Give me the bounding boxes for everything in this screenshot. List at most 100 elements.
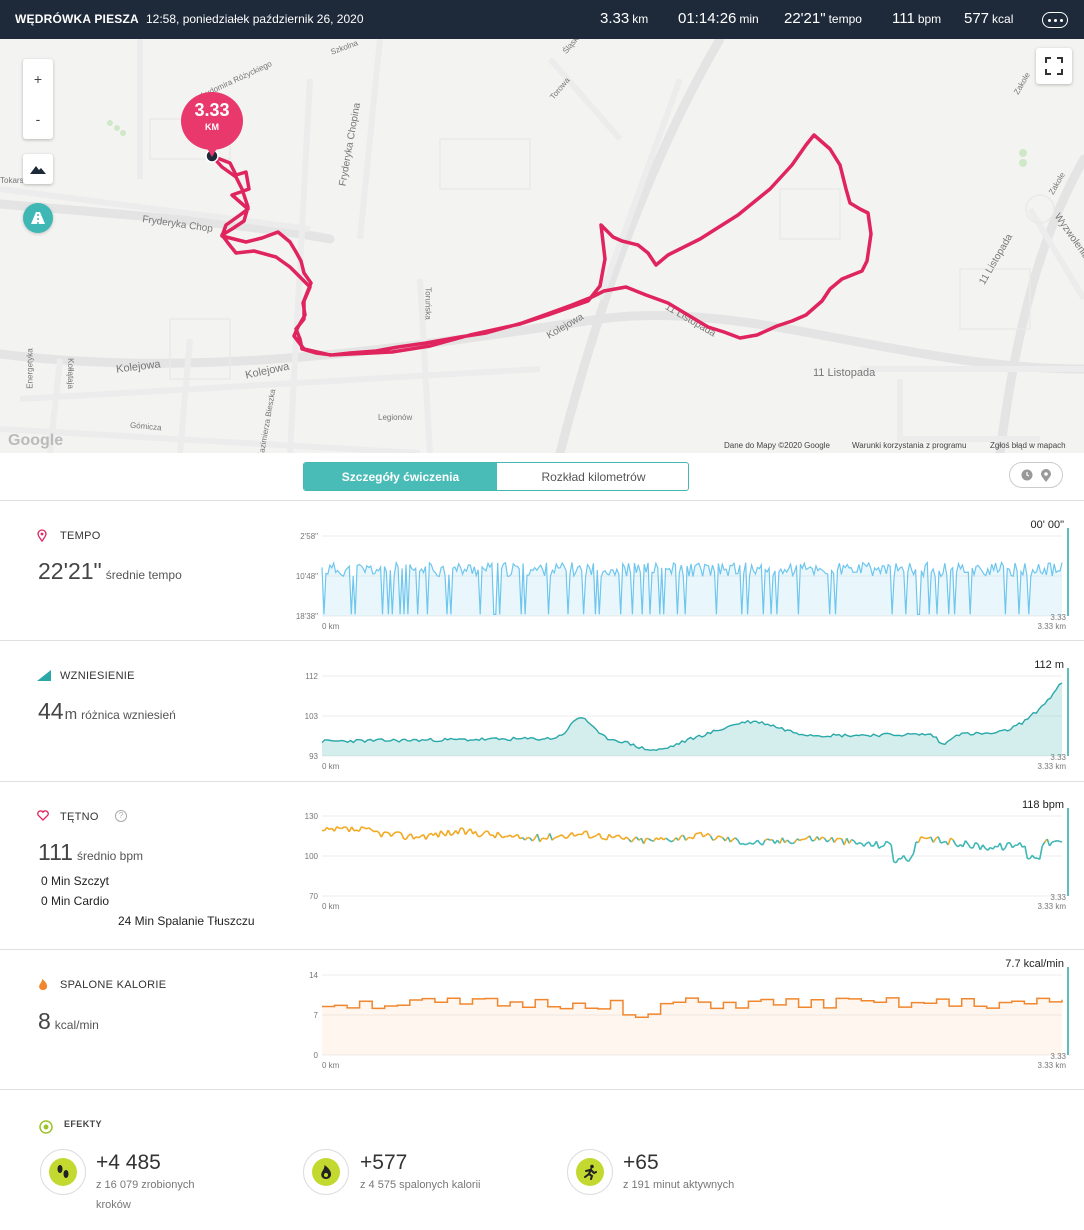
heart-rate-segment (630, 838, 635, 843)
heart-rate-segment (464, 830, 469, 836)
steps-badge (40, 1149, 86, 1195)
heart-rate-segment (747, 842, 751, 845)
heart-rate-segment (356, 829, 360, 833)
y-tick-label: 14 (309, 971, 318, 980)
heart-rate-segment (804, 837, 808, 840)
heart-rate-segment (727, 836, 732, 843)
heart-rate-segment (531, 837, 536, 842)
map-streets (0, 39, 1084, 453)
elevation-line (321, 682, 1063, 752)
location-pin-icon (37, 529, 47, 542)
heart-rate-segment (808, 835, 813, 842)
y-tick-label: 130 (305, 812, 319, 821)
heart-rate-segment (561, 834, 566, 839)
route-toggle-button[interactable] (23, 203, 53, 233)
heart-rate-segment (1011, 844, 1016, 849)
clock-icon[interactable] (1021, 469, 1033, 481)
heart-rate-segment (329, 827, 333, 831)
fullscreen-button[interactable] (1036, 48, 1072, 84)
heart-rate-segment (871, 844, 875, 847)
heart-rate-segment (440, 830, 444, 835)
heart-rate-segment (888, 842, 892, 846)
terms-link[interactable]: Warunki korzystania z programu (852, 441, 967, 450)
zone-fat-burn: 24 Min Spalanie Tłuszczu (118, 914, 255, 928)
google-logo: Google (8, 432, 64, 449)
km-marker-label: 3.33 (1050, 1052, 1066, 1061)
heart-rate-segment (544, 837, 548, 840)
heart-rate-segment (767, 838, 771, 841)
tab-exercise-details[interactable]: Szczegóły ćwiczenia (304, 463, 497, 490)
flame-icon (321, 1165, 332, 1179)
heart-rate-segment (658, 836, 662, 841)
tab-km-splits[interactable]: Rozkład kilometrów (541, 469, 646, 484)
heart-rate-segment (437, 830, 442, 838)
heart-rate-segment (548, 833, 553, 841)
heart-rate-segment (878, 845, 882, 849)
street-label: Legionów (378, 413, 413, 422)
tempo-current-value: 00' 00" (1030, 519, 1064, 531)
calories-line (322, 997, 1063, 1018)
y-tick-label: 112 (305, 672, 318, 681)
heart-rate-segment (398, 831, 402, 834)
calories-chart[interactable]: 14 7 00 km 3.33 km3.33 (290, 967, 1080, 1079)
heart-rate-segment (613, 835, 617, 838)
heart-rate-segment (670, 839, 674, 843)
heart-rate-segment (839, 837, 842, 840)
heart-rate-segment (845, 837, 850, 844)
x-start-label: 0 km (322, 902, 340, 911)
calories-area (322, 997, 1062, 1055)
heart-rate-segment (1038, 846, 1043, 860)
stat-calories: 577 kcal (964, 10, 1014, 27)
zone-peak: 0 Min Szczyt (41, 874, 110, 888)
heart-rate-segment (677, 835, 682, 841)
y-tick-label: 93 (309, 752, 318, 761)
tempo-line (321, 560, 1063, 615)
heart-rate-segment (699, 831, 704, 838)
heart-rate-segment (955, 843, 959, 848)
heart-rate-segment (893, 861, 897, 864)
heart-rate-segment (581, 831, 585, 836)
heart-rate-segment (942, 840, 946, 843)
y-tick-label: 18'38" (296, 612, 318, 621)
heart-rate-segment (744, 843, 748, 846)
heart-rate-segment (752, 841, 756, 845)
heart-rate-segment (994, 845, 998, 848)
time-distance-toggle[interactable] (1009, 462, 1063, 488)
heart-rate-segment (344, 826, 347, 829)
zoom-control: + - (23, 59, 53, 139)
heart-rate-segment (593, 834, 598, 838)
terrain-toggle-button[interactable] (23, 154, 53, 184)
report-error-link[interactable]: Zgłoś błąd w mapach (990, 441, 1066, 450)
heart-rate-segment (554, 836, 558, 839)
heart-rate-segment (947, 837, 952, 846)
street-label: Tokarska (0, 176, 33, 185)
heart-rate-segment (427, 832, 432, 836)
elevation-chart[interactable]: 112 103 93 0 km 3.33 km3.33 (290, 668, 1080, 780)
heart-rate-segment (920, 836, 924, 839)
x-start-label: 0 km (322, 762, 340, 771)
tempo-chart[interactable]: 2'58" 10'48" 18'38" 0 km 3.33 km3.33 (290, 528, 1080, 640)
help-icon[interactable]: ? (115, 810, 127, 822)
heart-rate-segment (890, 844, 895, 863)
heart-rate-segment (858, 842, 862, 845)
heart-rate-segment (646, 837, 649, 840)
zoom-out-button[interactable]: - (35, 111, 41, 127)
location-pin-icon[interactable] (1041, 468, 1051, 482)
distance-pin: 3.33 KM (181, 92, 243, 150)
heart-rate-segment (972, 842, 977, 849)
heart-rate-segment (333, 826, 338, 832)
zoom-in-button[interactable]: + (33, 71, 43, 87)
street-label: 11 Listopada (813, 367, 876, 379)
heart-rate-segment (413, 836, 417, 840)
route-map[interactable]: Kolejowa Kolejowa Kolejowa 11 Listopada … (0, 39, 1084, 453)
heart-rate-segment (1051, 840, 1055, 843)
heart-rate-segment (875, 841, 880, 849)
heart-rate-chart[interactable]: 130 100 70 0 km 3.33 km3.33 (290, 808, 1080, 920)
heart-rate-label: TĘTNO (60, 811, 99, 823)
calories-badge (303, 1149, 349, 1195)
heart-rate-segment (376, 830, 380, 834)
target-icon (39, 1120, 53, 1134)
heart-rate-current-value: 118 bpm (1022, 799, 1064, 811)
more-options-button[interactable] (1042, 12, 1068, 28)
road-icon (31, 212, 45, 224)
